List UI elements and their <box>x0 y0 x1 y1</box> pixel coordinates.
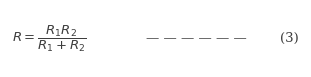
Text: — — — — — —: — — — — — — <box>146 32 246 45</box>
Text: $R = \dfrac{R_1 R_2}{R_1 + R_2}$: $R = \dfrac{R_1 R_2}{R_1 + R_2}$ <box>12 23 87 54</box>
Text: (3): (3) <box>280 32 299 45</box>
